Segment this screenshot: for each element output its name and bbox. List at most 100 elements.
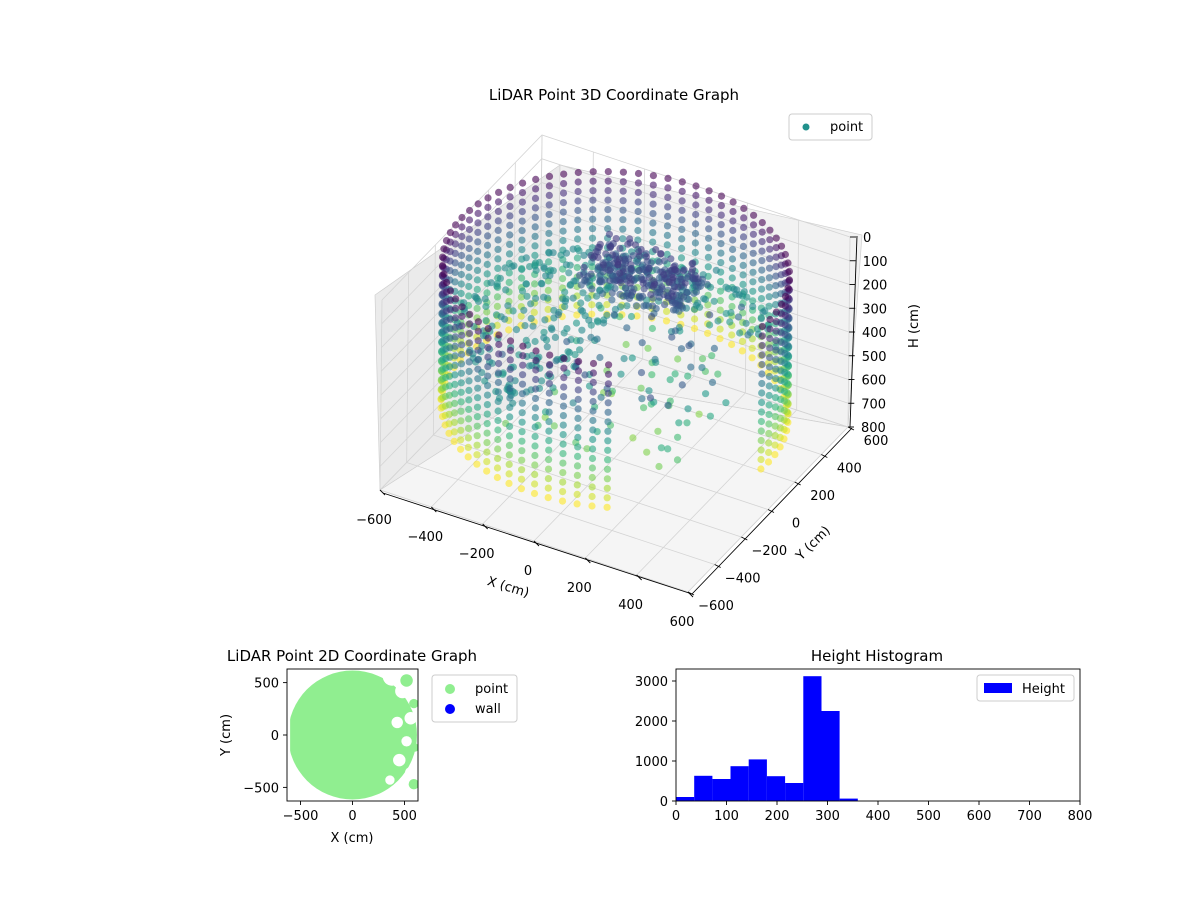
lidar-point (457, 360, 466, 368)
lidar-point (519, 361, 527, 369)
lidar-point (716, 306, 724, 314)
lidar-point (602, 250, 610, 258)
lidar-point (604, 225, 612, 233)
lidar-point (765, 283, 773, 291)
lidar-point (748, 354, 756, 362)
lidar-point (748, 344, 756, 352)
lidar-point (758, 360, 766, 369)
z-tick-label-3d: 700 (861, 397, 886, 412)
lidar-point (473, 276, 481, 284)
lidar-point (589, 445, 597, 453)
lidar-point (527, 300, 535, 308)
y-tick-mark-3d (767, 509, 775, 513)
lidar-point (589, 426, 597, 434)
lidar-point (577, 281, 585, 289)
lidar-point (784, 284, 792, 292)
lidar-point (739, 242, 748, 250)
lidar-point (457, 417, 465, 425)
lidar-point (642, 253, 651, 261)
lidar-point (483, 410, 491, 418)
lidar-point (545, 380, 554, 388)
lidar-point (710, 344, 719, 352)
lidar-point (519, 342, 527, 350)
lidar-point (465, 348, 473, 356)
lidar-point (560, 180, 568, 188)
lidar-point (544, 484, 552, 492)
lidar-point (717, 249, 725, 257)
lidar-point (662, 317, 671, 325)
lidar-point (484, 222, 492, 230)
lidar-point (637, 369, 646, 377)
lidar-point (474, 375, 482, 383)
z-axis-line (849, 235, 858, 428)
lidar-point (545, 182, 554, 190)
lidar-point (574, 376, 583, 384)
lidar-point (599, 290, 607, 298)
lidar-point (594, 318, 602, 326)
lidar-point (604, 427, 612, 435)
lidar-point (495, 331, 503, 339)
lidar-point (483, 391, 492, 399)
lidar-point (766, 344, 774, 352)
lidar-point (451, 352, 459, 360)
lidar-point (465, 405, 473, 413)
lidar-point (771, 394, 780, 402)
lidar-point (483, 467, 491, 475)
lidar-point (647, 291, 655, 299)
lidar-point (665, 278, 673, 286)
lidar-point (474, 247, 482, 255)
lidar-point (677, 345, 686, 353)
lidar-point (569, 245, 577, 253)
lidar-point (589, 168, 597, 176)
lidar-point (505, 326, 513, 334)
z-axis-label-3d: H (cm) (907, 304, 922, 348)
x-tick-label-2d: −500 (283, 809, 319, 824)
lidar-point (551, 333, 560, 341)
lidar-point (757, 427, 765, 435)
lidar-point (673, 267, 681, 276)
lidar-point (587, 333, 595, 341)
lidar-point (765, 391, 773, 400)
lidar-point (572, 319, 581, 327)
lidar-point (714, 370, 722, 378)
lidar-point (604, 177, 612, 185)
lidar-point (487, 279, 495, 287)
lidar-point (464, 443, 472, 451)
lidar-point (669, 306, 678, 314)
lidar-point (494, 198, 503, 206)
lidar-point (466, 310, 474, 318)
lidar-point (649, 282, 658, 290)
lidar-point (610, 311, 618, 319)
lidar-point (506, 394, 514, 402)
lidar-point (593, 335, 601, 343)
lidar-point (757, 408, 766, 416)
lidar-point (465, 254, 473, 262)
x-axis-label-2d: X (cm) (331, 831, 374, 846)
lidar-point (704, 329, 712, 337)
lidar-point (483, 439, 491, 447)
lidar-point (548, 325, 556, 334)
lidar-point (474, 200, 482, 208)
lidar-point (532, 266, 540, 274)
lidar-point (494, 454, 502, 463)
lidar-point (750, 211, 758, 219)
lidar-point (559, 237, 567, 245)
lidar-point (619, 168, 628, 176)
lidar-point (532, 366, 540, 374)
lidar-point (527, 314, 535, 323)
lidar-point (765, 382, 773, 390)
lidar-point (640, 302, 648, 310)
lidar-point (559, 421, 567, 429)
lidar-point (588, 492, 596, 501)
lidar-point (531, 480, 539, 488)
lidar-point (572, 277, 580, 285)
lidar-point (749, 230, 758, 238)
lidar-point (506, 403, 514, 411)
lidar-point (766, 245, 774, 253)
lidar-point (457, 261, 466, 269)
lidar-point (560, 364, 568, 372)
lidar-point (765, 302, 773, 310)
lidar-point (457, 388, 465, 396)
lidar-point (674, 433, 682, 441)
lidar-point (758, 247, 766, 255)
